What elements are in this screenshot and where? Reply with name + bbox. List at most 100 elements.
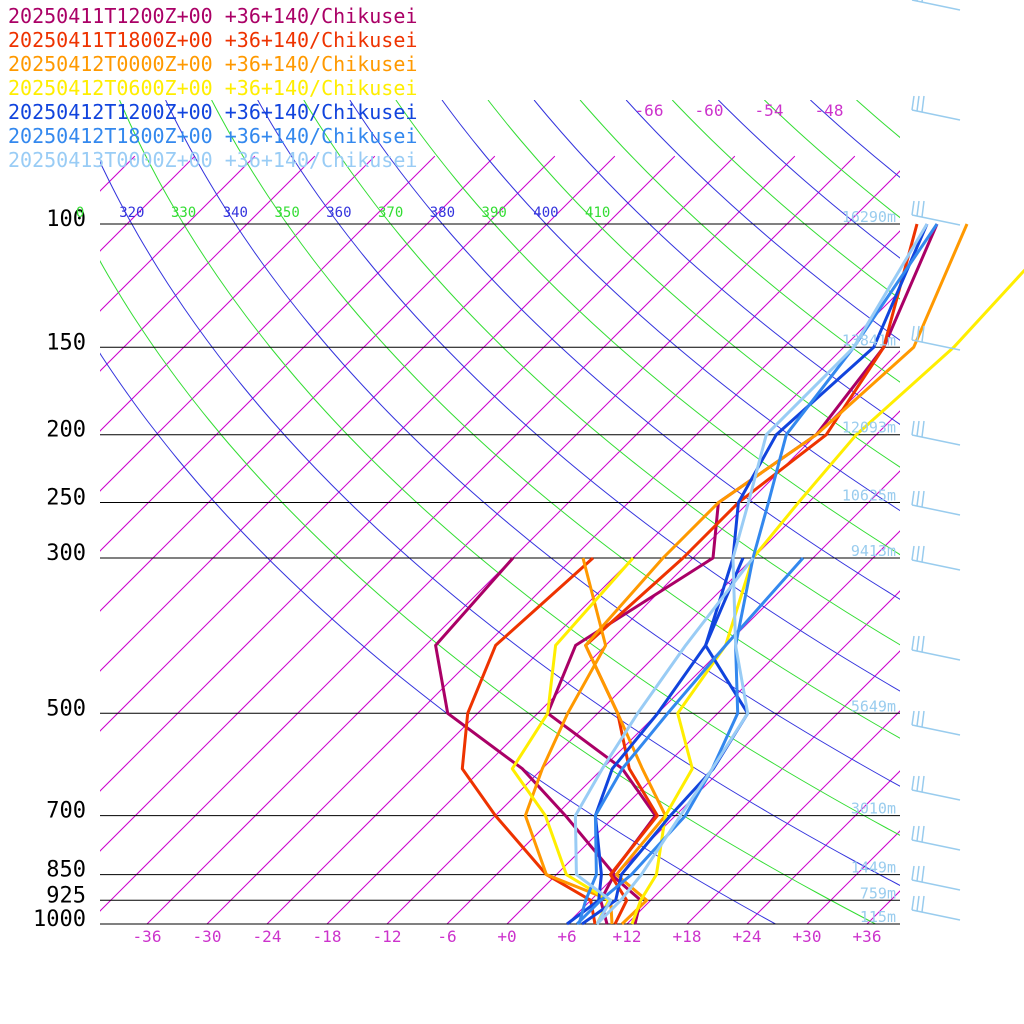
temperature-tick-label: -18: [313, 927, 342, 946]
legend-entry: 20250412T1200Z+00 +36+140/Chikusei: [8, 100, 418, 124]
wind-barb: [911, 825, 961, 851]
dry-adiabat-line: [119, 100, 900, 836]
pressure-tick-label: 300: [46, 541, 86, 566]
legend-entry: 20250411T1800Z+00 +36+140/Chikusei: [8, 28, 418, 52]
isotherm-line: [100, 155, 436, 492]
dry-adiabat-line: [303, 100, 900, 646]
dry-adiabat-lines: [100, 100, 1024, 924]
wind-barb: [911, 95, 961, 121]
isotherm-line: [100, 155, 676, 732]
isotherm-line: [100, 155, 196, 252]
theta-label: 410: [585, 205, 610, 221]
wind-barbs: [911, 0, 961, 921]
isotherm-line: [686, 710, 900, 924]
pressure-tick-label: 100: [46, 207, 86, 232]
temperature-tick-label: -30: [193, 927, 222, 946]
temperature-tick-label: -24: [253, 927, 282, 946]
isobar-lines: [100, 223, 900, 925]
dewpoint-profile-line: [573, 557, 755, 925]
height-label: 1449m: [851, 859, 896, 877]
dry-adiabat-line: [625, 100, 900, 341]
wind-barb: [911, 200, 961, 226]
wind-barb: [911, 0, 961, 11]
wind-barb: [911, 490, 961, 516]
wind-barb: [911, 895, 961, 921]
isotherm-line: [100, 155, 796, 852]
legend-entry: 20250411T1200Z+00 +36+140/Chikusei: [8, 4, 418, 28]
theta-label: 390: [482, 205, 507, 221]
theta-label: 340: [223, 205, 248, 221]
temperature-tick-label: -36: [133, 927, 162, 946]
height-label: 16290m: [842, 208, 896, 226]
theta-label: 330: [171, 205, 196, 221]
dry-adiabat-line: [100, 352, 776, 924]
height-label: 10625m: [842, 487, 896, 505]
isotherm-line: [626, 650, 900, 924]
height-label: 115m: [860, 908, 896, 926]
isotherm-line: [266, 290, 900, 924]
legend-entry: 20250412T0000Z+00 +36+140/Chikusei: [8, 52, 418, 76]
dry-adiabat-line: [165, 100, 900, 787]
dewpoint-profile-line: [434, 557, 616, 925]
isotherm-line: [100, 155, 556, 612]
pressure-tick-label: 700: [46, 799, 86, 824]
dry-adiabat-line: [579, 100, 900, 383]
wind-barb: [911, 635, 961, 661]
theta-label: 0: [76, 205, 84, 221]
isotherm-label: -48: [815, 101, 844, 120]
dry-adiabat-line: [717, 100, 900, 259]
pressure-tick-label: 1000: [33, 907, 86, 932]
isotherm-label: -66: [635, 101, 664, 120]
temperature-tick-label: -6: [437, 927, 456, 946]
isotherm-line: [100, 155, 856, 912]
pressure-tick-label: 250: [46, 486, 86, 511]
dry-adiabat-line: [533, 100, 900, 425]
height-label: 5649m: [851, 697, 896, 715]
temperature-tick-label: +12: [613, 927, 642, 946]
temperature-profile-line: [595, 223, 929, 926]
isotherm-line: [206, 230, 900, 924]
isotherm-label: -54: [755, 101, 784, 120]
isotherm-line: [146, 170, 900, 924]
dry-adiabat-line: [671, 100, 900, 300]
legend: 20250411T1200Z+00 +36+140/Chikusei 20250…: [8, 4, 417, 172]
temperature-tick-label: +24: [733, 927, 762, 946]
dewpoint-profile-line: [510, 557, 635, 925]
isotherm-line: [100, 155, 256, 312]
height-label: 3010m: [851, 800, 896, 818]
isotherm-line: [386, 410, 900, 924]
isotherm-line: [566, 590, 900, 924]
temperature-profile-line: [546, 223, 939, 925]
legend-entry: 20250412T0600Z+00 +36+140/Chikusei: [8, 76, 418, 100]
height-label: 12093m: [842, 419, 896, 437]
dewpoint-profile-line: [577, 557, 805, 925]
isotherm-line: [446, 470, 900, 924]
temperature-tick-label: +18: [673, 927, 702, 946]
dry-adiabat-line: [257, 100, 900, 692]
height-label: 9413m: [851, 542, 896, 560]
theta-label: 350: [274, 205, 299, 221]
temperature-tick-label: -12: [373, 927, 402, 946]
wind-barb: [911, 325, 961, 351]
temperature-profile-line: [630, 268, 1024, 925]
theta-label: 380: [430, 205, 455, 221]
temperature-profile-line: [581, 223, 929, 926]
dry-adiabat-line: [441, 100, 900, 512]
isotherm-line: [100, 155, 616, 672]
temperature-tick-label: +30: [793, 927, 822, 946]
temperature-profile-line: [575, 223, 939, 926]
height-label: 759m: [860, 884, 896, 902]
dry-adiabat-line: [395, 100, 900, 556]
wind-barb: [911, 545, 961, 571]
temperature-tick-label: +36: [853, 927, 882, 946]
pressure-tick-label: 925: [46, 883, 86, 908]
dry-adiabat-line: [100, 160, 900, 886]
isotherm-line: [746, 770, 900, 924]
theta-label: 360: [326, 205, 351, 221]
isotherm-line: [326, 350, 900, 924]
isotherm-line: [506, 530, 900, 924]
dry-adiabat-line: [903, 100, 1024, 924]
dry-adiabat-line: [100, 260, 876, 924]
